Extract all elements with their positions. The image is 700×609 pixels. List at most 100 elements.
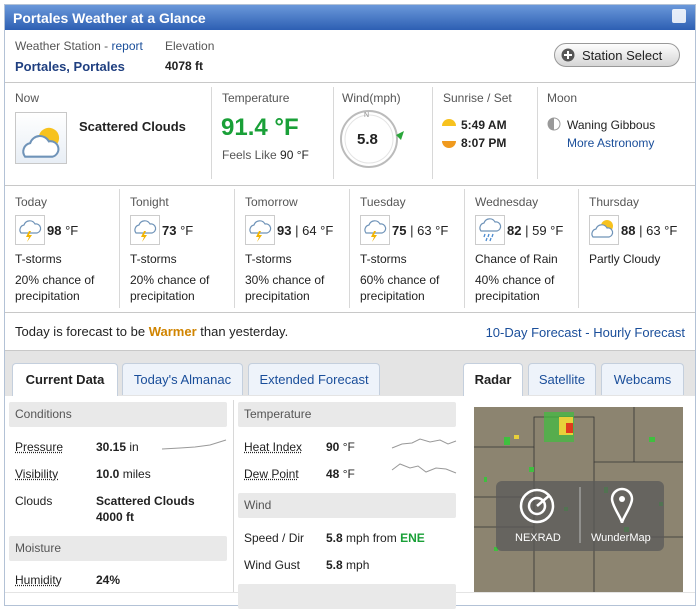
divider — [5, 185, 695, 186]
station-select-button[interactable]: Station Select — [554, 43, 680, 67]
row-label: Wind Gust — [244, 558, 301, 572]
ten-day-link[interactable]: 10-Day Forecast — [485, 325, 582, 340]
sun-label: Sunrise / Set — [443, 91, 512, 105]
humidity-value: 24% — [96, 573, 121, 587]
forecast-high: 73 — [162, 223, 177, 238]
visibility-value: 10.0 — [96, 467, 120, 481]
pressure-value: 30.15 — [96, 440, 127, 454]
forecast-high: 98 — [47, 223, 62, 238]
divider — [119, 189, 120, 308]
map-tab[interactable]: Satellite — [528, 363, 596, 395]
header-menu[interactable] — [672, 9, 686, 23]
elevation: 4078 ft — [165, 59, 204, 73]
forecast-precip: 40% chance of — [475, 273, 555, 287]
map-tab[interactable]: Radar — [463, 363, 523, 397]
divider — [233, 400, 234, 592]
divider — [333, 87, 334, 179]
forecast-rest: | 64 °F — [295, 223, 334, 238]
station-select-text: Station Select — [582, 48, 663, 63]
station-name[interactable]: Portales, Portales — [15, 59, 125, 74]
tab[interactable]: Current Data — [12, 363, 118, 397]
forecast-icon — [130, 215, 160, 245]
dew-point-value: 48 — [326, 467, 340, 481]
summary-highlight: Warmer — [148, 324, 197, 339]
row-label: Clouds — [15, 494, 53, 508]
more-astronomy[interactable]: More Astronomy — [567, 136, 655, 150]
row-label: Visibility — [15, 467, 59, 481]
divider — [5, 82, 695, 83]
row-value: 5.8 mph — [326, 558, 369, 572]
day-label: Today — [15, 195, 48, 209]
moon-icon — [547, 117, 561, 131]
row-value: 10.0 miles — [96, 467, 151, 481]
forecast-condition: T-storms — [245, 252, 292, 266]
forecast-high: 82 — [507, 223, 522, 238]
wind-dir: ENE — [400, 531, 425, 545]
forecast-precip: 60% chance of — [360, 273, 440, 287]
compass-north: N — [364, 112, 370, 119]
wundermap-label[interactable]: WunderMap — [591, 532, 651, 544]
day-label: Wednesday — [475, 195, 539, 209]
forecast-rest: | 59 °F — [525, 223, 564, 238]
divider — [211, 87, 212, 179]
row-label: Speed / Dir — [244, 531, 305, 545]
tab[interactable]: Extended Forecast — [248, 363, 380, 395]
sparkline — [391, 463, 457, 474]
visibility-unit: miles — [122, 467, 151, 481]
forecast-rest: °F — [180, 223, 194, 238]
forecast-condition: Chance of Rain — [475, 252, 558, 266]
wind-speed-unit: mph from — [346, 531, 397, 545]
forecast-temp: 73 °F — [162, 223, 193, 238]
gust-value: 5.8 — [326, 558, 343, 572]
divider — [234, 189, 235, 308]
forecast-rest: | 63 °F — [639, 223, 678, 238]
sunrise: 5:49 AM — [461, 118, 507, 132]
feels-label: Feels Like — [222, 148, 277, 162]
row-value: 30.15 in — [96, 440, 139, 454]
forecast-precip: 20% chance of — [15, 273, 95, 287]
hourly-link[interactable]: Hourly Forecast — [593, 325, 685, 340]
divider — [537, 87, 538, 179]
summary-before: Today is forecast to be — [15, 324, 146, 339]
forecast-condition: T-storms — [15, 252, 62, 266]
day-label: Tonight — [130, 195, 169, 209]
header-bar — [5, 5, 695, 30]
nexrad-label[interactable]: NEXRAD — [515, 532, 561, 544]
forecast-precip: 20% chance of — [130, 273, 210, 287]
forecast-temp: 88 | 63 °F — [621, 223, 677, 238]
row-value: 90 °F — [326, 440, 355, 454]
tab[interactable]: Today's Almanac — [122, 363, 243, 395]
elevation-label: Elevation — [165, 39, 215, 53]
moon-label: Moon — [547, 91, 578, 105]
page: {"header": {"title": "Portales Weather a… — [4, 4, 696, 609]
sun-icons — [442, 119, 456, 148]
temperature: 91.4 °F — [221, 114, 299, 141]
wind-label: Wind(mph) — [342, 91, 401, 105]
row-value: 5.8 mph from ENE — [326, 531, 425, 545]
day-label: Thursday — [589, 195, 640, 209]
row-value: 48 °F — [326, 467, 355, 481]
row-label: Heat Index — [244, 440, 303, 454]
forecast-precip: precipitation — [15, 289, 80, 303]
row-label: Pressure — [15, 440, 64, 454]
divider — [349, 189, 350, 308]
now-label: Now — [15, 91, 40, 105]
divider — [5, 312, 695, 313]
report-link[interactable]: report — [111, 39, 143, 53]
feels-value: 90 °F — [280, 148, 309, 162]
compass — [340, 110, 404, 168]
now-condition: Scattered Clouds — [79, 119, 186, 134]
forecast-temp: 75 | 63 °F — [392, 223, 448, 238]
forecast-high: 88 — [621, 223, 636, 238]
forecast-precip: precipitation — [360, 289, 425, 303]
now-icon — [15, 112, 67, 164]
day-label: Tomorrow — [245, 195, 298, 209]
radar-map[interactable] — [474, 407, 683, 592]
divider — [578, 189, 579, 308]
map-tab[interactable]: Webcams — [601, 363, 684, 395]
forecast-precip: precipitation — [130, 289, 195, 303]
divider — [432, 87, 433, 179]
sparkline — [161, 439, 227, 450]
row-label: Dew Point — [244, 467, 299, 481]
temperature-label: Temperature — [222, 91, 290, 105]
